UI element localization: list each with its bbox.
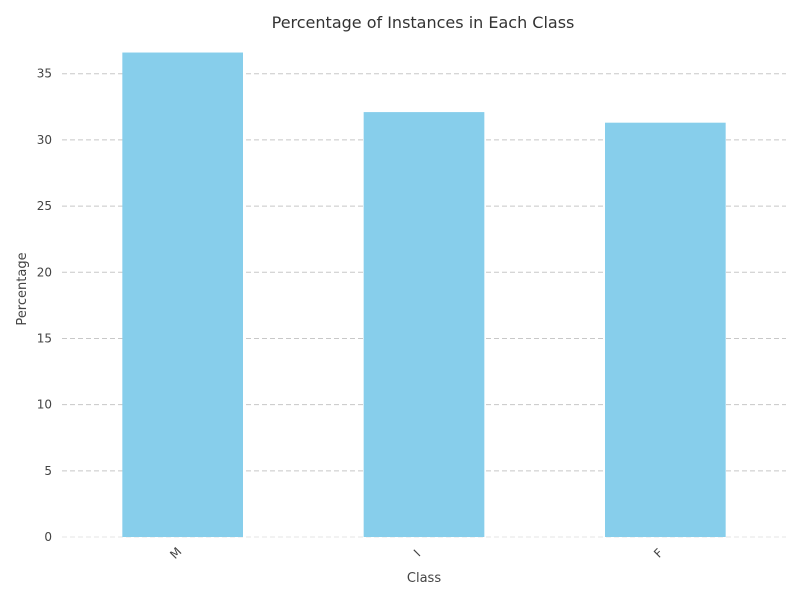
x-tick-label: M (167, 545, 184, 562)
y-tick-label: 10 (37, 398, 52, 412)
x-tick-label: F (651, 546, 666, 561)
bars (122, 52, 726, 538)
chart-title: Percentage of Instances in Each Class (272, 13, 575, 32)
y-tick-label: 20 (37, 265, 52, 279)
x-axis-label: Class (407, 571, 441, 586)
y-tick-label: 0 (44, 530, 52, 544)
bar-I (363, 112, 485, 538)
bar-M (122, 52, 243, 537)
x-tick-label: I (411, 547, 423, 559)
y-tick-label: 25 (37, 199, 52, 213)
y-axis-label: Percentage (15, 252, 30, 325)
y-tick-label: 15 (37, 331, 52, 345)
y-tick-label: 35 (37, 67, 52, 81)
y-axis-ticks: 0 5 10 15 20 25 30 35 (37, 67, 52, 544)
y-tick-label: 5 (44, 464, 52, 478)
bar-F (605, 122, 726, 538)
y-tick-label: 30 (37, 133, 52, 147)
